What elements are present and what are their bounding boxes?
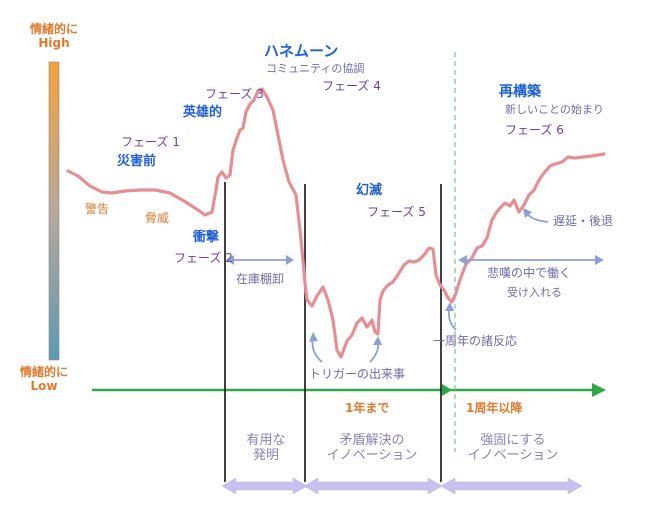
- phase4-label: フェーズ 4: [322, 79, 381, 93]
- phase3-label: フェーズ 3: [205, 87, 264, 101]
- anniversary-label: 一周年の諸反応: [433, 334, 518, 348]
- y-low-label-line1: 情緒的に: [19, 365, 68, 379]
- innovation-arrow-resolve: [303, 477, 443, 495]
- anniversary-arrowhead: [445, 302, 454, 311]
- phase6-sub: 新しいことの始まり: [505, 103, 604, 116]
- until-one-year-label: 1年まで: [345, 401, 390, 415]
- y-low-label: 情緒的に Low: [8, 365, 80, 394]
- phase5-name: 幻滅: [356, 183, 383, 198]
- phase4-name: ハネムーン: [264, 42, 339, 60]
- inventory-arrowhead-left: [226, 255, 234, 265]
- phase6-label: フェーズ 6: [505, 123, 564, 137]
- emotion-curve: [66, 87, 606, 359]
- timeline-arrowhead: [592, 383, 606, 397]
- innovation-strengthen-line1: 強固にする: [480, 433, 546, 448]
- setback-arrowhead: [523, 208, 532, 218]
- phase4-sub: コミュニティの協調: [266, 62, 365, 75]
- phase2-label: フェーズ 2: [174, 251, 233, 265]
- y-high-label: 情緒的に High: [18, 22, 90, 51]
- phase6-name: 再構築: [499, 84, 541, 100]
- acceptance-label: 受け入れる: [507, 286, 562, 299]
- innovation-resolve-line1: 矛盾解決の: [339, 433, 405, 448]
- innovation-useful-line1: 有用な: [246, 433, 286, 448]
- innovation-arrow-strengthen: [440, 477, 583, 495]
- trigger-label: トリガーの出来事: [309, 367, 406, 381]
- y-high-label-line1: 情緒的に: [29, 22, 78, 36]
- threat-label: 脅威: [145, 211, 170, 225]
- setback-label: 遅延・後退: [553, 214, 614, 228]
- phase3-name: 英雄的: [183, 105, 223, 120]
- trigger-arrowhead-right: [373, 336, 382, 345]
- inventory-label: 在庫棚卸: [236, 272, 285, 286]
- innovation-strengthen-line2: イノベーション: [467, 447, 559, 463]
- after-one-year-label: 1周年以降: [466, 401, 523, 415]
- timeline-midpoint-arrow: [442, 384, 452, 396]
- innovation-strengthen-label: 強固にする イノベーション: [455, 433, 571, 464]
- innovation-useful-line2: 発明: [252, 447, 279, 463]
- trigger-arrowhead-left: [309, 332, 318, 342]
- innovation-arrow-useful: [221, 477, 308, 495]
- grief-arrowhead-left: [458, 255, 467, 265]
- y-low-label-line2: Low: [30, 378, 58, 393]
- phase1-label: フェーズ 1: [121, 135, 180, 149]
- innovation-resolve-line2: イノベーション: [326, 447, 418, 463]
- warning-label: 警告: [85, 202, 110, 216]
- grief-work-label: 悲嘆の中で働く: [487, 266, 572, 280]
- inventory-arrowhead-right: [286, 255, 294, 265]
- phase2-name: 衝撃: [193, 230, 220, 245]
- grief-arrowhead-right: [595, 255, 604, 265]
- y-high-label-line2: High: [38, 35, 70, 50]
- innovation-useful-label: 有用な 発明: [232, 433, 300, 464]
- phase1-name: 災害前: [117, 154, 157, 169]
- emotion-axis-bar: [48, 61, 60, 361]
- innovation-resolve-label: 矛盾解決の イノベーション: [314, 433, 430, 464]
- phase5-label: フェーズ 5: [367, 205, 426, 219]
